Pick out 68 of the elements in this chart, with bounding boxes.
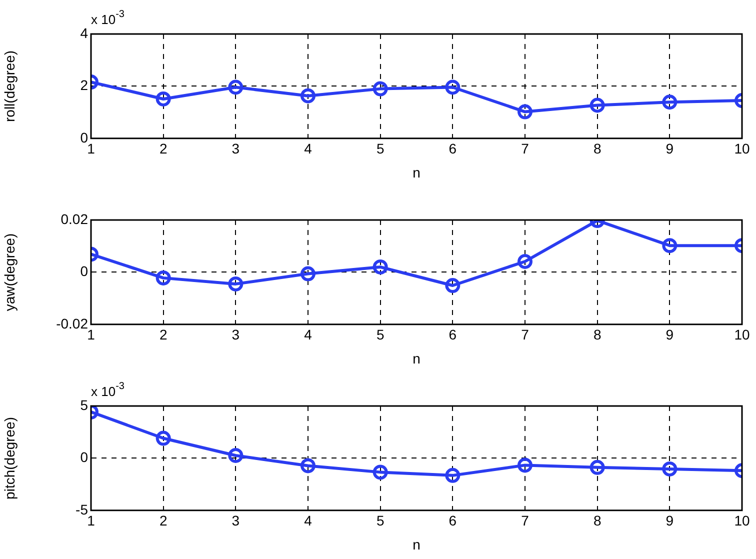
point (372, 259, 388, 274)
x-tick-label: 1 (87, 140, 96, 157)
x-tick-label: 7 (521, 326, 530, 343)
point (445, 278, 460, 294)
x-tick-label: 4 (304, 140, 312, 157)
point (300, 88, 316, 104)
point (300, 458, 316, 474)
point (518, 104, 532, 120)
y-tick-label: 0 (80, 129, 88, 146)
y-tick-label: 5 (80, 396, 88, 413)
x-axis-title: n (412, 350, 420, 366)
x-tick-label: 5 (376, 140, 384, 157)
point (156, 91, 171, 106)
x-tick-label: 5 (376, 512, 384, 529)
point (662, 94, 678, 110)
point (372, 464, 388, 480)
x-axis-title: n (412, 536, 420, 552)
point (156, 430, 171, 446)
point (300, 266, 316, 282)
point (372, 81, 388, 96)
y-tick-label: 0 (80, 263, 88, 280)
x-tick-label: 8 (593, 326, 602, 343)
y-tick-label: 4 (80, 24, 88, 41)
x-tick-label: 4 (304, 512, 312, 529)
x-tick-label: 9 (666, 326, 674, 343)
y-axis-title: yaw(degree) (1, 233, 18, 312)
point (445, 468, 460, 483)
point (228, 80, 244, 95)
x-tick-label: 2 (159, 512, 168, 529)
y-tick-label: 2 (80, 77, 88, 94)
point (662, 461, 678, 476)
x-tick-label: 3 (232, 140, 240, 157)
x-tick-label: 2 (159, 140, 168, 157)
x-tick-label: 6 (448, 326, 457, 343)
point (228, 448, 244, 463)
point (590, 460, 605, 475)
y-tick-label: 0 (80, 449, 88, 466)
x-tick-label: 10 (734, 326, 750, 343)
x-tick-label: 7 (521, 140, 530, 157)
x-tick-label: 3 (232, 512, 240, 529)
y-tick-label: -0.02 (56, 315, 88, 332)
x-tick-label: 3 (232, 326, 240, 343)
x-tick-label: 10 (734, 512, 750, 529)
x-tick-label: 1 (87, 326, 96, 343)
x-tick-label: 6 (448, 512, 457, 529)
point (445, 80, 460, 95)
x-tick-label: 6 (448, 140, 457, 157)
x-tick-label: 1 (87, 512, 96, 529)
point (518, 254, 532, 269)
x-tick-label: 9 (666, 512, 674, 529)
point (662, 238, 678, 254)
x-tick-label: 4 (304, 326, 312, 343)
point (228, 276, 244, 292)
y-tick-label: 0.02 (60, 210, 88, 227)
x-tick-label: 8 (593, 512, 602, 529)
point (518, 458, 532, 473)
x-tick-label: 7 (521, 512, 530, 529)
y-axis-title: roll(degree) (1, 50, 18, 122)
x-tick-label: 2 (159, 326, 168, 343)
x-tick-label: 8 (593, 140, 602, 157)
x-tick-label: 10 (734, 140, 750, 157)
y-axis-title: pitch(degree) (1, 416, 18, 500)
x-tick-label: 5 (376, 326, 384, 343)
point (590, 98, 605, 113)
y-tick-label: -5 (76, 501, 88, 518)
point (156, 270, 171, 286)
x-tick-label: 9 (666, 140, 674, 157)
x-axis-title: n (412, 164, 420, 180)
